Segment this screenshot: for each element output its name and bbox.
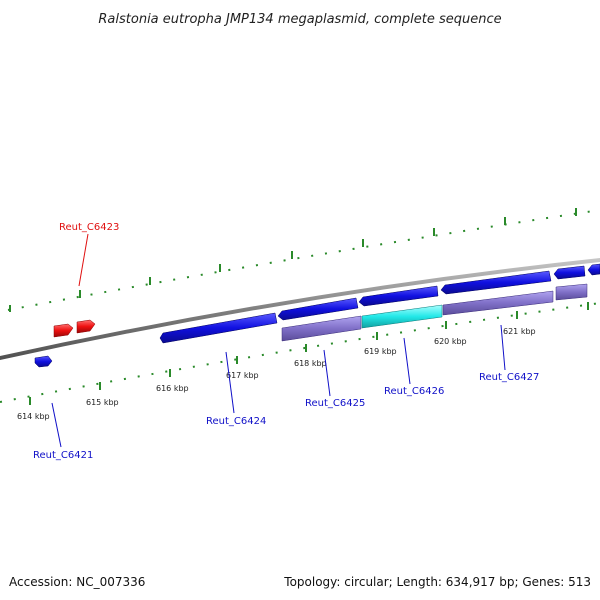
gene-right-2[interactable] [587, 263, 600, 276]
label-leader-lines [51, 233, 506, 448]
inner-major-ticks [29, 302, 589, 405]
tick-label-619: 619 kbp [364, 347, 397, 356]
tick-label-616: 616 kbp [156, 384, 189, 393]
tick-label-614: 614 kbp [17, 412, 50, 421]
map-title: Ralstonia eutropha JMP134 megaplasmid, c… [98, 12, 501, 27]
gene-label-reut-c6421[interactable]: Reut_C6421 [33, 450, 93, 461]
tick-label-617: 617 kbp [226, 371, 259, 380]
gene-label-reut-c6424[interactable]: Reut_C6424 [206, 416, 266, 427]
topology-summary-text: Topology: circular; Length: 634,917 bp; … [283, 575, 591, 589]
gene-label-reut-c6423[interactable]: Reut_C6423 [59, 222, 119, 233]
gene-label-reut-c6425[interactable]: Reut_C6425 [305, 398, 365, 409]
outer-major-ticks [9, 208, 577, 312]
tick-label-618: 618 kbp [294, 359, 327, 368]
gene-right-1[interactable] [553, 265, 586, 280]
tick-label-615: 615 kbp [86, 398, 119, 407]
gene-reut-c6424-arrow[interactable] [159, 312, 278, 344]
gene-reut-c6427-arrow[interactable] [440, 270, 552, 295]
gene-c6427-lower[interactable] [442, 290, 554, 316]
gene-label-reut-c6426[interactable]: Reut_C6426 [384, 386, 444, 397]
gene-c6425-lower[interactable] [281, 315, 362, 342]
gene-c6426-highlighted[interactable] [361, 304, 443, 329]
plasmid-backbone [0, 258, 600, 360]
tick-label-620: 620 kbp [434, 337, 467, 346]
gene-reut-c6423[interactable] [53, 319, 96, 338]
gene-reut-c6425-arrow[interactable] [277, 297, 359, 321]
gene-label-reut-c6427[interactable]: Reut_C6427 [479, 372, 539, 383]
gene-right-lower[interactable] [555, 283, 588, 301]
accession-text: Accession: NC_007336 [9, 575, 145, 589]
gene-reut-c6426-arrow[interactable] [358, 285, 439, 307]
gene-small-left[interactable] [34, 355, 53, 368]
inner-tick-track [0, 302, 600, 403]
tick-label-621: 621 kbp [503, 327, 536, 336]
